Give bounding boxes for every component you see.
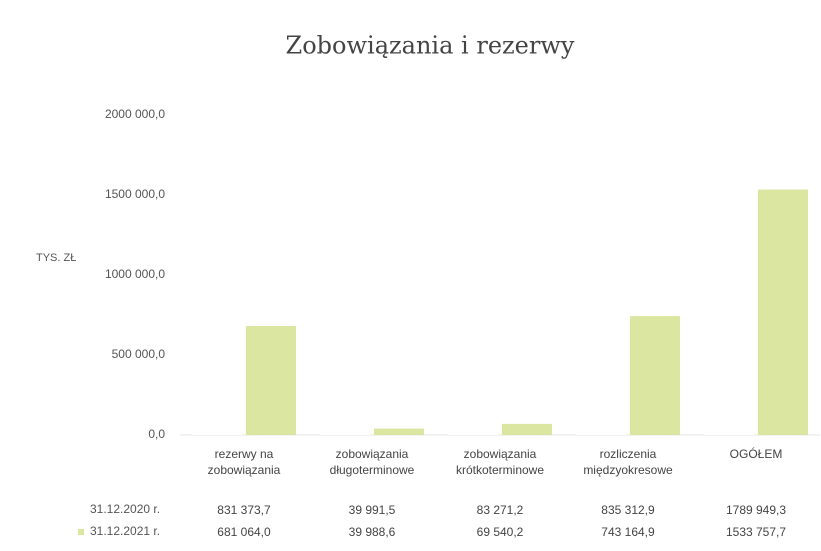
legend-label: 31.12.2020 r. (90, 502, 160, 516)
bar (704, 148, 754, 436)
table-value: 681 064,0 (217, 525, 271, 539)
y-axis-label: TYS. ZŁ (36, 252, 76, 264)
bar (630, 316, 680, 435)
bar (758, 189, 808, 435)
table-value: 1789 949,3 (725, 503, 787, 517)
y-tick-label: 2000 000,0 (105, 107, 165, 121)
bar (192, 301, 242, 435)
y-tick-label: 500 000,0 (112, 347, 166, 361)
table-value: 835 312,9 (601, 503, 655, 517)
table-value: 1533 757,7 (725, 525, 787, 539)
legend-marker (78, 529, 84, 535)
bar (448, 421, 498, 435)
bar (576, 301, 626, 435)
bar (246, 326, 296, 435)
table-value: 743 164,9 (601, 525, 655, 539)
y-tick-label: 1000 000,0 (105, 267, 165, 281)
table-value: 39 988,6 (348, 525, 396, 539)
y-tick-label: 1500 000,0 (105, 187, 165, 201)
bar (320, 428, 370, 435)
table-value: 831 373,7 (217, 503, 271, 517)
table-value: 69 540,2 (476, 525, 524, 539)
legend-marker (78, 507, 84, 513)
x-tick-label: zobowiązania krótkoterminowe (455, 447, 545, 477)
x-tick-label: OGÓŁEM (729, 447, 783, 461)
x-tick-label: rezerwy na zobowiązania (207, 447, 281, 477)
bar (502, 423, 552, 435)
legend-label: 31.12.2021 r. (90, 524, 160, 538)
x-tick-label: zobowiązania długoterminowe (329, 447, 415, 477)
y-tick-label: 0,0 (148, 427, 165, 441)
bar (374, 428, 424, 435)
chart-title: Zobowiązania i rezerwy (286, 32, 575, 60)
table-value: 39 991,5 (348, 503, 396, 517)
x-tick-label: rozliczenia międzyokresowe (583, 447, 673, 477)
table-value: 83 271,2 (476, 503, 524, 517)
